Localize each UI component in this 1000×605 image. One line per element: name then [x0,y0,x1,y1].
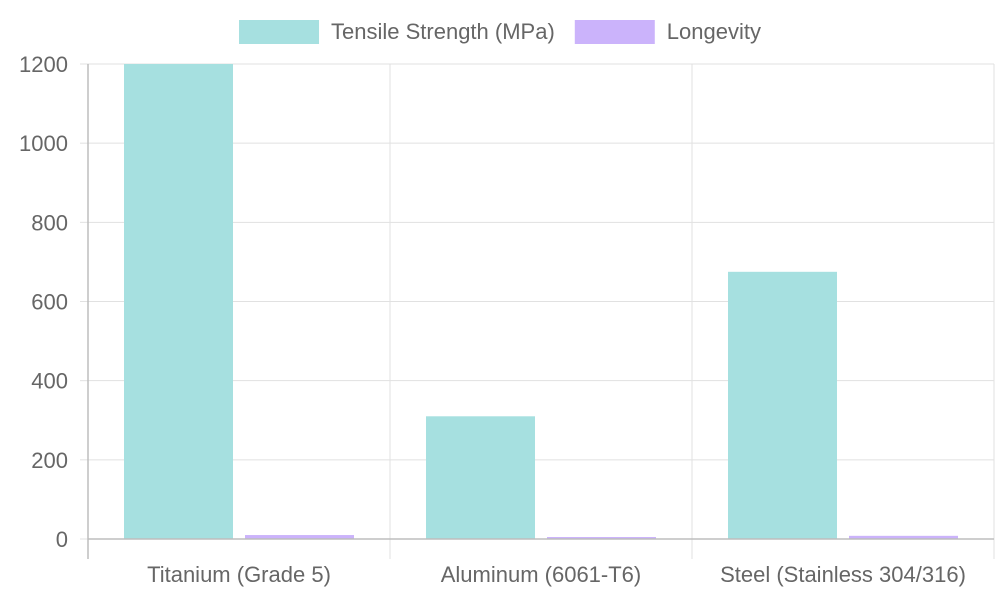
x-tick-label: Aluminum (6061-T6) [441,562,642,587]
grid-lines [80,63,995,559]
axes [87,64,994,559]
bar [426,416,535,539]
legend-swatch [574,20,655,44]
bars [124,64,958,539]
bar [547,537,656,539]
x-tick-label: Steel (Stainless 304/316) [720,562,966,587]
bar [728,271,837,539]
bar [124,64,233,539]
y-axis-ticks: 0 200 400 600 800 1000 1200 [19,52,68,552]
y-tick-label: 0 [56,527,68,552]
legend[interactable]: Tensile Strength (MPa) Longevity [239,19,761,44]
legend-label: Longevity [667,19,761,44]
y-tick-label: 800 [31,210,68,235]
x-tick-label: Titanium (Grade 5) [147,562,331,587]
y-tick-label: 200 [31,448,68,473]
bar [245,535,354,539]
x-axis-ticks: Titanium (Grade 5) Aluminum (6061-T6) Stee… [147,562,966,587]
bar [849,535,958,539]
y-tick-label: 1000 [19,131,68,156]
y-tick-label: 1200 [19,52,68,77]
y-tick-label: 400 [31,369,68,394]
legend-swatch [239,20,320,44]
y-tick-label: 600 [31,290,68,315]
legend-label: Tensile Strength (MPa) [331,19,555,44]
